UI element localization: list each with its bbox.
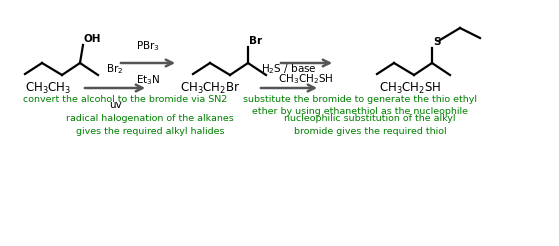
Text: Br$_2$: Br$_2$ <box>106 62 124 76</box>
Text: PBr$_3$: PBr$_3$ <box>136 39 160 53</box>
Text: CH$_3$CH$_2$SH: CH$_3$CH$_2$SH <box>378 80 441 95</box>
Text: radical halogenation of the alkanes
gives the required alkyl halides: radical halogenation of the alkanes give… <box>66 114 234 136</box>
Text: Et$_3$N: Et$_3$N <box>136 73 160 87</box>
Text: Br: Br <box>249 36 262 46</box>
Text: uv: uv <box>108 100 121 110</box>
Text: CH$_3$CH$_2$SH: CH$_3$CH$_2$SH <box>278 72 334 86</box>
Text: convert the alcohol to the bromide via SN2: convert the alcohol to the bromide via S… <box>23 95 227 104</box>
Text: substitute the bromide to generate the thio ethyl
ether by using ethanethiol as : substitute the bromide to generate the t… <box>243 95 477 117</box>
Text: S: S <box>433 37 440 47</box>
Text: CH$_3$CH$_3$: CH$_3$CH$_3$ <box>25 80 71 95</box>
Text: CH$_3$CH$_2$Br: CH$_3$CH$_2$Br <box>180 80 240 95</box>
Text: OH: OH <box>84 34 102 44</box>
Text: H$_2$S / base: H$_2$S / base <box>261 62 317 76</box>
Text: nucleophilic substitution of the alkyl
bromide gives the required thiol: nucleophilic substitution of the alkyl b… <box>284 114 456 136</box>
